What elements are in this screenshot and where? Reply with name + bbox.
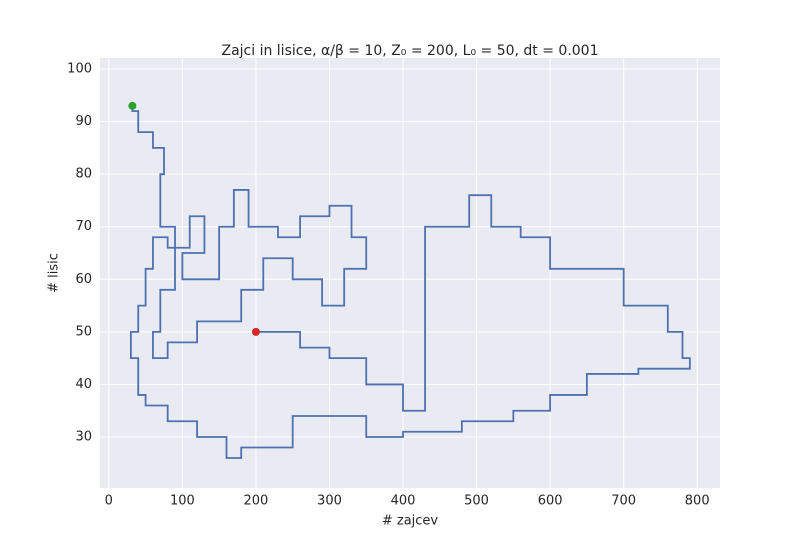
x-axis-label: # zajcev — [382, 514, 439, 529]
x-tick-label: 700 — [611, 494, 636, 509]
y-tick-label: 70 — [75, 219, 92, 234]
x-tick-label: 300 — [317, 494, 342, 509]
x-tick-label: 0 — [105, 494, 113, 509]
chart-title: Zajci in lisice, α/β = 10, Z₀ = 200, L₀ … — [221, 43, 598, 59]
y-tick-label: 60 — [75, 272, 92, 287]
trajectory — [129, 105, 691, 459]
y-tick-label: 90 — [75, 114, 92, 129]
y-tick-label: 100 — [67, 62, 92, 77]
x-tick-label: 800 — [685, 494, 710, 509]
x-tick-label: 100 — [170, 494, 195, 509]
y-tick-label: 40 — [75, 377, 92, 392]
y-tick-label: 80 — [75, 167, 92, 182]
y-tick-label: 30 — [75, 430, 92, 445]
y-axis-label: # lisic — [47, 253, 62, 293]
x-tick-label: 400 — [391, 494, 416, 509]
end-point — [128, 101, 137, 110]
plot-area — [100, 58, 720, 488]
start-point — [251, 327, 260, 336]
y-tick-label: 50 — [75, 324, 92, 339]
x-tick-label: 200 — [244, 494, 269, 509]
x-tick-label: 600 — [538, 494, 563, 509]
x-tick-label: 500 — [464, 494, 489, 509]
